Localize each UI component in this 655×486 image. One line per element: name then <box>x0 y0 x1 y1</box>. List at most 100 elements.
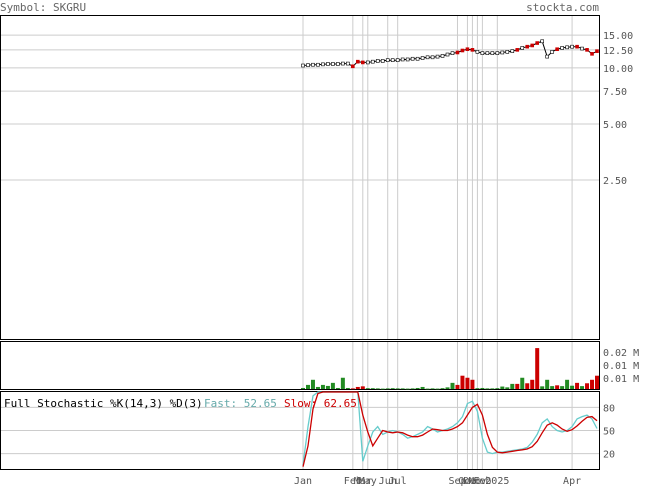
price-candle <box>560 46 564 50</box>
x-tick-label: May <box>359 476 377 486</box>
price-candle <box>580 46 584 51</box>
volume-bar <box>530 379 535 389</box>
price-tick-label: 7.50 <box>603 87 627 98</box>
stochastic-slow-label: Slow: 62.65 <box>284 397 357 410</box>
price-candle <box>595 49 599 53</box>
price-tick-label: 10.00 <box>603 64 633 75</box>
x-tick-label: Feb <box>473 476 491 486</box>
volume-bar <box>495 388 500 389</box>
x-tick-label: Sep <box>448 476 466 486</box>
price-candle <box>490 51 495 55</box>
price-tick-label: 12.50 <box>603 46 633 57</box>
x-tick-label: Oct <box>458 476 476 486</box>
stochastic-title: Full Stochastic %K(14,3) %D(3) <box>4 397 203 410</box>
price-candle <box>400 57 405 62</box>
brand-link[interactable]: stockta.com <box>526 1 599 14</box>
volume-bar <box>435 388 440 390</box>
volume-bar <box>480 387 485 389</box>
price-candle <box>550 50 554 54</box>
stochastic-tick-label: 50 <box>603 427 615 438</box>
volume-bar <box>405 388 410 390</box>
price-candle <box>331 62 335 66</box>
volume-bar <box>370 388 375 389</box>
volume-tick-label: 0.01 M <box>603 361 639 372</box>
price-candle <box>360 60 365 65</box>
volume-bar <box>475 388 480 389</box>
volume-bar <box>485 388 490 390</box>
price-candle <box>455 50 460 55</box>
price-tick-label: 5.00 <box>603 120 627 131</box>
stochastic-tick-label: 80 <box>603 403 615 414</box>
volume-bar <box>425 388 430 390</box>
volume-bar <box>415 387 420 389</box>
vertical-gridlines <box>302 16 573 469</box>
volume-bar <box>565 379 570 389</box>
volume-bar <box>450 382 455 389</box>
price-axis: 15.00 12.50 10.00 7.50 5.00 2.50 <box>603 31 633 187</box>
price-candle <box>316 62 320 67</box>
price-candle <box>505 50 510 54</box>
price-candle <box>540 39 544 44</box>
x-tick-label: 2025 <box>485 476 509 486</box>
volume-bar <box>545 379 550 389</box>
x-tick-label: Mar <box>354 476 372 486</box>
stochastic-lines <box>302 391 598 467</box>
volume-bar <box>310 379 315 389</box>
price-candle <box>410 56 415 61</box>
price-candle <box>470 48 475 52</box>
price-candle <box>385 58 390 62</box>
price-candle <box>445 52 450 57</box>
stochastic-slow-line <box>302 391 598 467</box>
volume-bar <box>535 348 540 389</box>
stochastic-gridlines <box>1 406 599 455</box>
volume-bar <box>580 386 585 389</box>
x-tick-label: Nov <box>468 476 486 486</box>
price-candle <box>395 58 400 62</box>
price-candle <box>450 51 455 55</box>
price-candle <box>525 44 530 49</box>
volume-bar <box>540 386 545 389</box>
price-candle <box>480 51 485 55</box>
volume-bar <box>355 386 360 389</box>
volume-bar <box>335 387 340 389</box>
volume-bar <box>395 388 400 390</box>
volume-bar <box>500 386 505 389</box>
price-candle <box>565 45 569 50</box>
price-panel-frame <box>0 15 600 340</box>
volume-bar <box>420 386 425 389</box>
price-candle <box>475 50 480 54</box>
price-candle <box>485 51 490 55</box>
volume-bar <box>385 388 390 390</box>
volume-bar <box>330 382 335 389</box>
price-candle <box>311 62 315 67</box>
volume-bar <box>550 386 555 389</box>
volume-bar <box>585 383 590 389</box>
price-candle <box>306 63 310 67</box>
price-candle <box>370 59 375 64</box>
volume-bar <box>345 387 350 389</box>
price-candle <box>570 44 574 49</box>
volume-tick-label: 0.01 M <box>603 374 639 385</box>
volume-bar <box>575 382 580 389</box>
volume-bar <box>515 383 520 389</box>
price-candle <box>465 47 470 52</box>
x-tick-label: Jun <box>379 476 397 486</box>
volume-bar <box>470 379 475 389</box>
volume-bar <box>455 384 460 389</box>
volume-bar <box>360 386 365 389</box>
x-tick-label: Jul <box>389 476 407 486</box>
volume-bar <box>510 383 515 389</box>
volume-axis: 0.02 M 0.01 M 0.01 M <box>603 348 639 385</box>
price-candle <box>341 61 345 66</box>
volume-bar <box>340 377 345 389</box>
price-candle <box>590 52 594 56</box>
price-candle <box>326 62 330 66</box>
volume-bar <box>410 388 415 390</box>
volume-bar <box>570 385 575 389</box>
price-candle <box>495 51 500 55</box>
volume-bar <box>320 384 325 389</box>
volume-bar <box>465 377 470 389</box>
price-candle <box>555 47 559 52</box>
price-candle <box>535 41 540 45</box>
